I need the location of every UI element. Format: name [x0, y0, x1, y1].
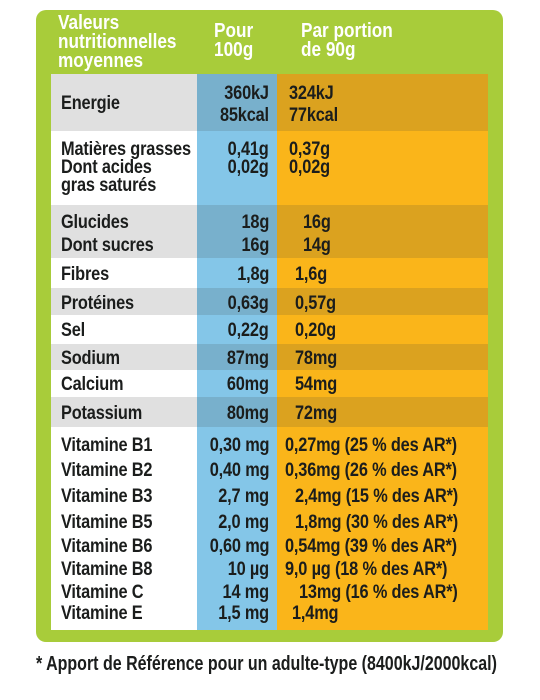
cell-energie-kcal-portion: 77kcal: [289, 105, 338, 126]
cell-matieres-grasses-100g: 0,41g: [228, 139, 269, 160]
cell-vitamine-e-100g: 1,5 mg: [218, 603, 269, 624]
cell-acides-gras-100g: 0,02g: [228, 157, 269, 178]
cell-energie-kcal-100g: 85kcal: [220, 105, 269, 126]
cell-sodium-100g: 87mg: [226, 348, 269, 369]
cell-vitamine-b2-portion: 0,36mg (26 % des AR*): [285, 460, 457, 481]
cell-vitamine-b3-portion: 2,4mg (15 % des AR*): [295, 486, 459, 507]
cell-vitamine-b5-100g: 2,0 mg: [218, 512, 269, 533]
cell-proteines-portion: 0,57g: [295, 293, 336, 314]
cell-vitamine-b5-portion: 1,8mg (30 % des AR*): [295, 512, 459, 533]
cell-vitamine-b8-portion: 9,0 µg (18 % des AR*): [285, 559, 448, 580]
cell-potassium-portion: 72mg: [295, 403, 338, 424]
row-label-dont-sucres: Dont sucres: [61, 235, 154, 256]
cell-matieres-grasses-portion: 0,37g: [289, 139, 330, 160]
row-label-sel: Sel: [61, 320, 86, 341]
row-shade-glucides: [51, 205, 488, 258]
cell-vitamine-b1-100g: 0,30 mg: [209, 435, 269, 456]
row-label-potassium: Potassium: [61, 403, 143, 424]
portion-column: [277, 74, 488, 630]
header-per-portion: Par portion de 90g: [301, 20, 393, 61]
cell-potassium-100g: 80mg: [226, 403, 269, 424]
cell-vitamine-b3-100g: 2,7 mg: [218, 486, 269, 507]
row-shade-energie: [51, 74, 488, 131]
row-label-proteines: Protéines: [61, 293, 134, 314]
header-values-label: Valeurs nutritionnelles moyennes: [58, 12, 177, 72]
cell-vitamine-b8-100g: 10 µg: [227, 559, 269, 580]
row-label-calcium: Calcium: [61, 374, 124, 395]
cell-sucres-portion: 14g: [303, 235, 331, 256]
row-label-vitamine-b6: Vitamine B6: [61, 536, 153, 557]
cell-acides-gras-portion: 0,02g: [289, 157, 330, 178]
row-label-glucides: Glucides: [61, 212, 129, 233]
row-label-vitamine-e: Vitamine E: [61, 603, 143, 624]
cell-sodium-portion: 78mg: [295, 348, 338, 369]
cell-fibres-portion: 1,6g: [295, 264, 328, 285]
row-label-gras-satures: gras saturés: [61, 175, 157, 196]
cell-sel-portion: 0,20g: [295, 320, 336, 341]
cell-calcium-portion: 54mg: [295, 374, 338, 395]
cell-vitamine-e-portion: 1,4mg: [292, 603, 339, 624]
row-label-matieres-grasses: Matières grasses: [61, 139, 191, 160]
row-shade-sodium: [51, 344, 488, 370]
cell-vitamine-b2-100g: 0,40 mg: [209, 460, 269, 481]
header-per-100g: Pour 100g: [214, 20, 254, 61]
cell-sel-100g: 0,22g: [228, 320, 269, 341]
per100-column: [197, 74, 277, 630]
cell-energie-kj-portion: 324kJ: [289, 83, 334, 104]
cell-vitamine-c-portion: 13mg (16 % des AR*): [299, 582, 458, 603]
row-label-vitamine-c: Vitamine C: [61, 582, 144, 603]
row-label-sodium: Sodium: [61, 348, 120, 369]
cell-fibres-100g: 1,8g: [236, 264, 269, 285]
row-label-vitamine-b2: Vitamine B2: [61, 460, 153, 481]
row-label-fibres: Fibres: [61, 264, 110, 285]
cell-energie-kj-100g: 360kJ: [224, 83, 269, 104]
row-shade-proteines: [51, 288, 488, 315]
cell-vitamine-b6-portion: 0,54mg (39 % des AR*): [285, 536, 457, 557]
cell-glucides-100g: 18g: [241, 212, 269, 233]
cell-vitamine-b1-portion: 0,27mg (25 % des AR*): [285, 435, 457, 456]
row-label-vitamine-b3: Vitamine B3: [61, 486, 153, 507]
row-label-vitamine-b1: Vitamine B1: [61, 435, 153, 456]
row-label-dont-acides: Dont acides: [61, 157, 152, 178]
cell-calcium-100g: 60mg: [226, 374, 269, 395]
row-shade-potassium: [51, 397, 488, 427]
cell-vitamine-b6-100g: 0,60 mg: [209, 536, 269, 557]
row-label-vitamine-b8: Vitamine B8: [61, 559, 153, 580]
cell-vitamine-c-100g: 14 mg: [222, 582, 270, 603]
row-label-vitamine-b5: Vitamine B5: [61, 512, 153, 533]
row-label-energie: Energie: [61, 93, 120, 114]
cell-glucides-portion: 16g: [303, 212, 331, 233]
cell-proteines-100g: 0,63g: [228, 293, 269, 314]
cell-sucres-100g: 16g: [241, 235, 269, 256]
footnote: * Apport de Référence pour un adulte-typ…: [36, 653, 497, 675]
